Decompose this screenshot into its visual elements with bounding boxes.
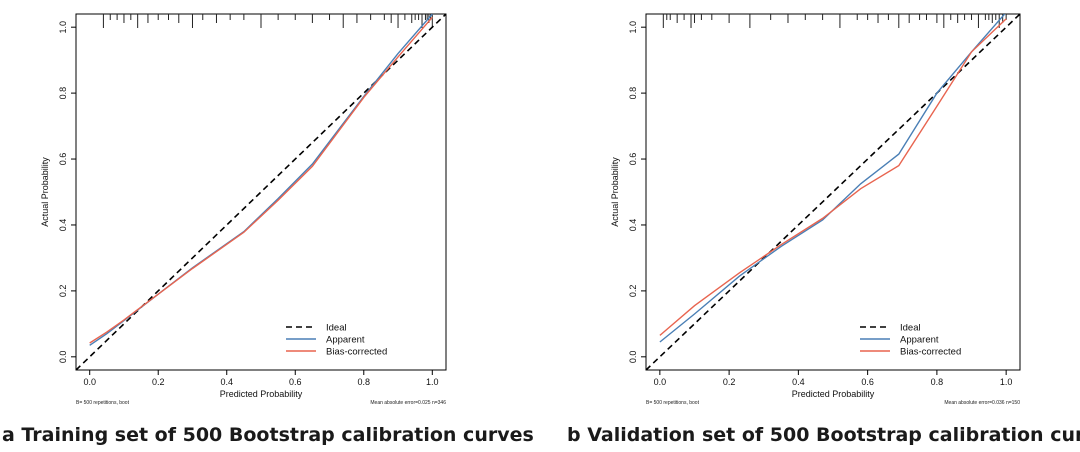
footnote-left-a: B= 500 repetitions, boot	[76, 400, 130, 406]
x-tick-label-b-1: 0.2	[723, 377, 736, 387]
plot-frame-b	[645, 13, 1021, 371]
legend-label-a-0: Ideal	[326, 323, 347, 334]
y-tick-label-a-2: 0.4	[58, 219, 68, 232]
footnote-left-b: B= 500 repetitions, boot	[646, 400, 700, 406]
y-tick-label-a-5: 1.0	[58, 21, 68, 34]
y-tick-label-b-2: 0.4	[628, 219, 638, 232]
x-tick-label-a-2: 0.4	[220, 377, 233, 387]
y-tick-label-a-3: 0.6	[58, 153, 68, 166]
series-line-a-apparent	[89, 14, 433, 346]
caption-b: b Validation set of 500 Bootstrap calibr…	[567, 424, 1080, 446]
x-axis-label-b: Predicted Probability	[792, 389, 875, 399]
legend-label-a-2: Bias-corrected	[326, 347, 387, 358]
caption-a: a Training set of 500 Bootstrap calibrat…	[2, 424, 534, 446]
series-line-a-ideal	[76, 14, 446, 370]
legend-label-b-0: Ideal	[900, 323, 921, 334]
x-axis-label-a: Predicted Probability	[220, 389, 303, 399]
series-line-b-bias-corrected	[659, 18, 1007, 336]
x-tick-label-a-3: 0.6	[289, 377, 302, 387]
y-tick-label-a-4: 0.8	[58, 87, 68, 100]
y-tick-label-b-4: 0.8	[628, 87, 638, 100]
series-line-b-ideal	[646, 14, 1020, 370]
y-tick-label-b-1: 0.2	[628, 285, 638, 298]
x-tick-label-b-3: 0.6	[861, 377, 874, 387]
y-tick-label-a-0: 0.0	[58, 351, 68, 364]
legend-label-b-1: Apparent	[900, 335, 939, 346]
x-tick-label-a-1: 0.2	[152, 377, 165, 387]
x-tick-label-a-0: 0.0	[83, 377, 96, 387]
x-tick-label-b-2: 0.4	[792, 377, 805, 387]
y-tick-label-b-5: 1.0	[628, 21, 638, 34]
series-line-a-bias-corrected	[89, 16, 433, 344]
calibration-chart-a: 0.0 0.2 0.4 0.6 0.8 1.0 0.0 0.2 0.4 0.6 0.8 1.0 Pred…	[40, 13, 447, 406]
legend-label-b-2: Bias-corrected	[900, 347, 961, 358]
calibration-chart-b: 0.0 0.2 0.4 0.6 0.8 1.0 0.0 0.2 0.4 0.6 0.8 1.0 Pred…	[610, 13, 1021, 406]
y-axis-label-b: Actual Probability	[610, 157, 620, 227]
footnote-right-b: Mean absolute error=0.036 n=150	[944, 400, 1020, 406]
x-tick-label-b-4: 0.8	[931, 377, 944, 387]
calibration-panel-a: 0.0 0.2 0.4 0.6 0.8 1.0 0.0 0.2 0.4 0.6 0.8 1.0 Pred…	[2, 13, 534, 446]
x-tick-label-b-5: 1.0	[1000, 377, 1013, 387]
legend-label-a-1: Apparent	[326, 335, 365, 346]
x-tick-label-a-5: 1.0	[426, 377, 439, 387]
y-axis-label-a: Actual Probability	[40, 157, 50, 227]
y-tick-label-b-0: 0.0	[628, 351, 638, 364]
calibration-panel-b: 0.0 0.2 0.4 0.6 0.8 1.0 0.0 0.2 0.4 0.6 0.8 1.0 Pred…	[540, 0, 1080, 452]
y-tick-label-a-1: 0.2	[58, 285, 68, 298]
footnote-right-a: Mean absolute error=0.025 n=346	[370, 400, 446, 406]
series-line-b-apparent	[659, 14, 1006, 343]
y-tick-label-b-3: 0.6	[628, 153, 638, 166]
x-tick-label-a-4: 0.8	[358, 377, 371, 387]
plot-frame-a	[75, 13, 447, 371]
x-tick-label-b-0: 0.0	[654, 377, 667, 387]
